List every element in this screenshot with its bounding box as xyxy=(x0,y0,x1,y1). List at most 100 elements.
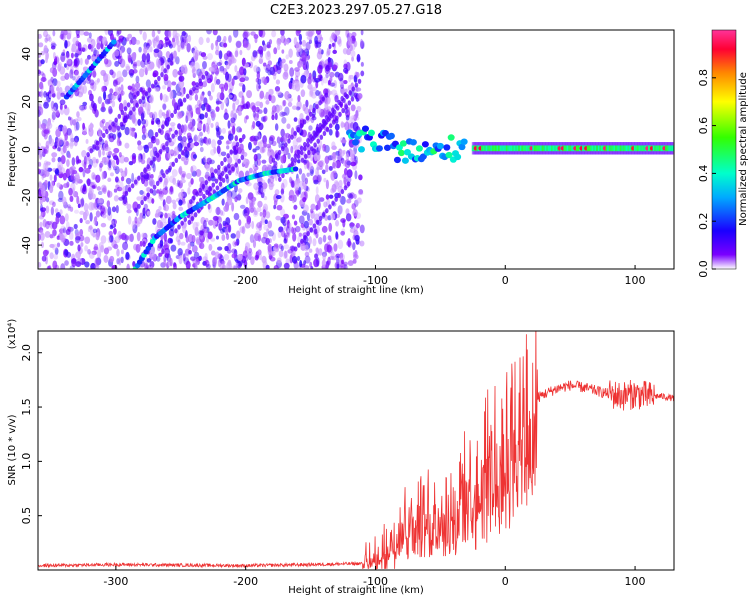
heatmap-speckle xyxy=(295,75,299,82)
heatmap-speckle xyxy=(143,46,148,55)
heatmap-streak-cell xyxy=(160,124,165,130)
heatmap-speckle xyxy=(251,105,257,113)
heatmap-speckle xyxy=(333,79,338,89)
heatmap-speckle xyxy=(137,106,144,114)
heatmap-speckle xyxy=(132,61,138,67)
heatmap-streak-cell xyxy=(193,212,198,218)
heatmap-streak-cell xyxy=(318,127,323,133)
heatmap-speckle xyxy=(124,142,130,149)
heatmap-speckle xyxy=(157,43,163,50)
heatmap-speckle xyxy=(265,91,270,100)
heatmap-speckle xyxy=(90,38,96,49)
heatmap-speckle xyxy=(113,155,119,161)
heatmap-speckle xyxy=(340,121,344,129)
heatmap-streak-cell xyxy=(299,145,304,151)
heatmap-speckle xyxy=(54,168,60,175)
heatmap-speckle xyxy=(96,78,100,83)
heatmap-speckle xyxy=(151,198,155,204)
heatmap-speckle xyxy=(127,33,133,39)
heatmap-speckle xyxy=(142,207,146,217)
heatmap-speckle xyxy=(238,66,245,76)
carrier-cell xyxy=(488,145,492,152)
heatmap-speckle xyxy=(89,182,95,188)
heatmap-speckle xyxy=(280,30,285,36)
heatmap-speckle xyxy=(51,93,56,98)
heatmap-speckle xyxy=(117,95,121,101)
heatmap-streak-cell xyxy=(299,149,304,156)
heatmap-speckle xyxy=(200,94,204,100)
heatmap-speckle xyxy=(191,68,195,74)
heatmap-speckle xyxy=(180,241,186,246)
heatmap-speckle xyxy=(349,44,353,52)
heatmap-speckle xyxy=(88,186,93,194)
heatmap-speckle xyxy=(357,92,363,100)
heatmap-speckle xyxy=(257,109,263,114)
heatmap-speckle xyxy=(38,168,41,175)
heatmap-speckle xyxy=(83,31,90,37)
heatmap-speckle xyxy=(156,189,160,194)
heatmap-speckle xyxy=(264,257,268,265)
carrier-cell xyxy=(610,145,614,152)
heatmap-speckle xyxy=(192,68,198,77)
heatmap-streak-cell xyxy=(146,164,151,170)
heatmap-speckle xyxy=(263,195,268,201)
heatmap-speckle xyxy=(129,39,133,45)
carrier-cell xyxy=(577,145,581,152)
heatmap-speckle xyxy=(225,233,230,241)
heatmap-speckle xyxy=(138,46,142,53)
heatmap-speckle xyxy=(76,34,80,39)
heatmap-speckle xyxy=(211,139,217,149)
heatmap-speckle xyxy=(77,244,81,252)
heatmap-speckle xyxy=(113,243,119,250)
heatmap-speckle xyxy=(74,53,79,58)
heatmap-speckle xyxy=(327,235,332,241)
heatmap-speckle xyxy=(63,183,70,189)
heatmap-streak-cell xyxy=(224,173,229,180)
heatmap-speckle xyxy=(101,213,107,219)
heatmap-speckle xyxy=(105,73,110,82)
heatmap-streak-cell xyxy=(189,89,193,96)
heatmap-speckle xyxy=(66,127,72,136)
heatmap-speckle xyxy=(73,223,78,230)
heatmap-speckle xyxy=(254,37,258,44)
heatmap-speckle xyxy=(199,234,206,243)
heatmap-speckle xyxy=(99,120,104,128)
heatmap-streak-cell xyxy=(154,131,159,138)
heatmap-speckle xyxy=(158,50,163,56)
heatmap-speckle xyxy=(232,264,237,269)
heatmap-streak-cell xyxy=(129,98,134,104)
carrier-cell xyxy=(621,145,625,152)
heatmap-speckle xyxy=(164,38,171,45)
heatmap-speckle xyxy=(280,182,285,192)
heatmap-streak-cell xyxy=(187,142,191,148)
heatmap-speckle xyxy=(244,212,249,219)
heatmap-speckle xyxy=(89,225,93,230)
heatmap-speckle xyxy=(142,110,146,119)
heatmap-speckle xyxy=(308,235,312,245)
heatmap-speckle xyxy=(73,138,78,147)
heatmap-speckle xyxy=(69,206,74,212)
heatmap-streak-cell xyxy=(171,161,176,167)
heatmap-speckle xyxy=(83,155,88,165)
heatmap-streak-cell xyxy=(161,144,166,151)
heatmap-speckle xyxy=(306,160,311,171)
heatmap-streak-cell xyxy=(120,109,125,116)
heatmap-speckle xyxy=(142,31,147,41)
heatmap-speckle xyxy=(79,105,86,111)
heatmap-speckle xyxy=(280,193,285,203)
carrier-cell xyxy=(494,145,498,152)
heatmap-speckle xyxy=(282,178,288,188)
heatmap-streak-cell xyxy=(306,142,310,148)
heatmap-speckle xyxy=(97,190,103,196)
carrier-cell xyxy=(554,145,558,152)
heatmap-speckle xyxy=(274,123,279,131)
heatmap-speckle xyxy=(164,175,170,184)
heatmap-speckle xyxy=(157,79,161,86)
heatmap-speckle xyxy=(168,127,173,132)
feature-cell xyxy=(399,140,407,147)
heatmap-speckle xyxy=(141,127,147,133)
heatmap-speckle xyxy=(337,239,344,250)
heatmap-speckle xyxy=(355,71,360,78)
heatmap-speckle xyxy=(50,82,56,92)
heatmap-streak-cell xyxy=(152,184,157,190)
